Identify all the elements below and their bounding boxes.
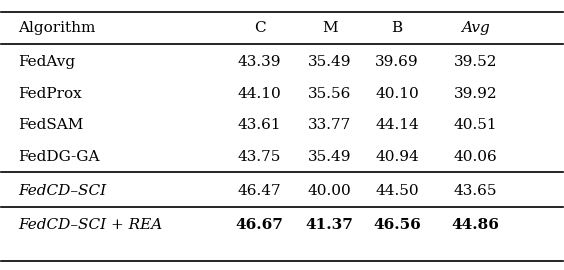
Text: 40.94: 40.94: [375, 150, 419, 164]
Text: 35.49: 35.49: [308, 150, 351, 164]
Text: 44.50: 44.50: [375, 184, 419, 198]
Text: 44.14: 44.14: [375, 118, 419, 132]
Text: 35.49: 35.49: [308, 55, 351, 69]
Text: 43.65: 43.65: [454, 184, 497, 198]
Text: FedDG-GA: FedDG-GA: [18, 150, 100, 164]
Text: FedAvg: FedAvg: [18, 55, 76, 69]
Text: Algorithm: Algorithm: [18, 21, 96, 35]
Text: 39.92: 39.92: [454, 87, 497, 101]
Text: 43.39: 43.39: [238, 55, 281, 69]
Text: 43.75: 43.75: [238, 150, 281, 164]
Text: 43.61: 43.61: [238, 118, 281, 132]
Text: 41.37: 41.37: [306, 218, 354, 232]
Text: 44.86: 44.86: [452, 218, 500, 232]
Text: FedProx: FedProx: [18, 87, 82, 101]
Text: Avg: Avg: [461, 21, 490, 35]
Text: 46.47: 46.47: [238, 184, 281, 198]
Text: 33.77: 33.77: [308, 118, 351, 132]
Text: C: C: [254, 21, 266, 35]
Text: B: B: [391, 21, 403, 35]
Text: 40.06: 40.06: [454, 150, 497, 164]
Text: FedCD–SCI + REA: FedCD–SCI + REA: [18, 218, 162, 232]
Text: 40.10: 40.10: [375, 87, 419, 101]
Text: 39.69: 39.69: [375, 55, 419, 69]
Text: M: M: [322, 21, 337, 35]
Text: 46.67: 46.67: [236, 218, 284, 232]
Text: 35.56: 35.56: [308, 87, 351, 101]
Text: 40.00: 40.00: [308, 184, 351, 198]
Text: 40.51: 40.51: [454, 118, 497, 132]
Text: FedSAM: FedSAM: [18, 118, 83, 132]
Text: FedCD–SCI: FedCD–SCI: [18, 184, 107, 198]
Text: 44.10: 44.10: [237, 87, 281, 101]
Text: 46.56: 46.56: [373, 218, 421, 232]
Text: 39.52: 39.52: [454, 55, 497, 69]
